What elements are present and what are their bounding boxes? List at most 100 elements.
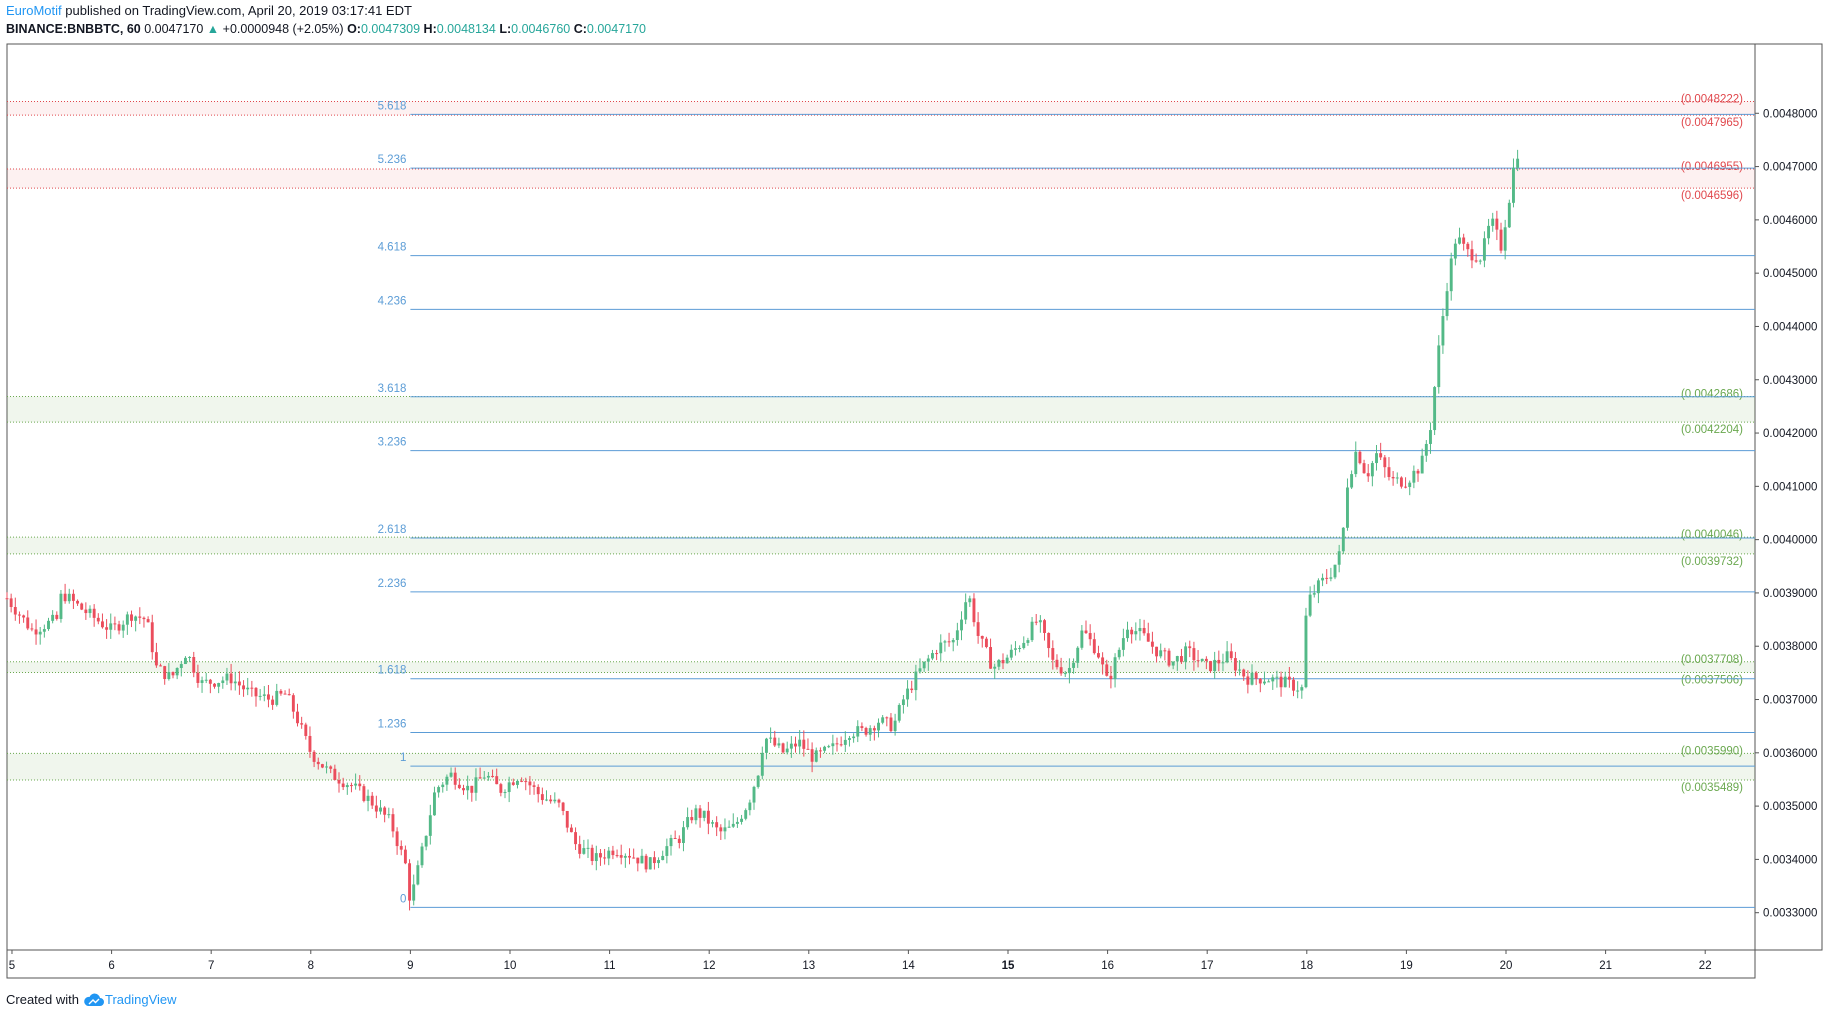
candle-up xyxy=(1063,673,1067,675)
candle-up xyxy=(275,690,279,705)
candle-down xyxy=(495,776,499,785)
footer: Created with TradingView xyxy=(6,991,177,1009)
candle-up xyxy=(1321,577,1325,581)
candle-up xyxy=(1225,651,1229,663)
candle-down xyxy=(1258,678,1262,684)
candle-down xyxy=(291,695,295,712)
candle-down xyxy=(1462,237,1466,244)
candle-up xyxy=(1420,455,1424,474)
candle-up xyxy=(1159,650,1163,657)
candle-down xyxy=(491,775,495,777)
candle-down xyxy=(1142,627,1146,634)
candle-up xyxy=(1200,658,1204,662)
zone-top-label: (0.0037708) xyxy=(1681,654,1743,666)
x-tick-label: 18 xyxy=(1300,960,1313,972)
candle-up xyxy=(1263,681,1266,684)
candle-up xyxy=(843,739,847,745)
x-tick-label: 15 xyxy=(1002,960,1015,972)
candle-up xyxy=(445,776,449,785)
candle-down xyxy=(677,838,681,844)
candle-down xyxy=(1088,633,1092,640)
candle-up xyxy=(769,737,773,739)
candle-up xyxy=(731,823,735,827)
x-tick-label: 11 xyxy=(604,960,616,972)
candle-down xyxy=(283,693,287,695)
candle-down xyxy=(1325,577,1329,579)
candle-down xyxy=(935,653,939,655)
change-arrow-icon: ▲ xyxy=(206,22,220,36)
candle-down xyxy=(92,608,96,618)
candle-up xyxy=(1312,593,1316,595)
candle-down xyxy=(980,635,984,639)
x-tick-label: 16 xyxy=(1101,960,1114,972)
candle-down xyxy=(652,857,656,864)
candle-up xyxy=(1113,657,1117,680)
y-tick-label: 0.0037000 xyxy=(1763,695,1817,707)
candle-up xyxy=(785,748,789,753)
candle-down xyxy=(250,687,254,689)
candle-up xyxy=(752,786,756,803)
candle-up xyxy=(814,750,818,762)
candle-up xyxy=(217,683,221,687)
tradingview-link[interactable]: TradingView xyxy=(83,991,177,1009)
candle-up xyxy=(437,787,441,793)
candle-down xyxy=(391,814,395,832)
candle-down xyxy=(362,786,366,801)
fib-level-label: 1 xyxy=(400,752,406,764)
candle-down xyxy=(399,846,403,850)
candle-up xyxy=(420,846,424,866)
candle-down xyxy=(1043,620,1046,633)
candle-up xyxy=(125,614,129,625)
candle-down xyxy=(557,799,561,803)
candle-down xyxy=(1034,621,1038,623)
candle-up xyxy=(1296,690,1300,692)
candle-up xyxy=(993,666,997,669)
y-tick-label: 0.0042000 xyxy=(1763,428,1817,440)
candle-down xyxy=(63,593,67,602)
candle-down xyxy=(453,772,457,785)
candle-down xyxy=(192,657,196,673)
candle-up xyxy=(640,855,644,864)
candle-down xyxy=(910,688,914,691)
candle-down xyxy=(976,622,980,636)
candle-up xyxy=(1117,649,1121,658)
candle-up xyxy=(204,679,208,681)
candle-down xyxy=(100,621,104,628)
zone-top-label: (0.0048222) xyxy=(1681,93,1743,105)
candle-down xyxy=(706,810,710,824)
candle-down xyxy=(690,817,694,821)
tradingview-brand: TradingView xyxy=(104,992,177,1007)
candle-up xyxy=(1437,345,1441,388)
zone-bottom-label: (0.0039732) xyxy=(1681,556,1743,568)
candle-up xyxy=(906,688,910,700)
zone-box xyxy=(7,753,1755,781)
candle-up xyxy=(42,629,46,632)
candle-down xyxy=(619,855,623,858)
candle-down xyxy=(1105,664,1109,676)
candle-up xyxy=(51,614,55,621)
candle-down xyxy=(1242,669,1246,677)
candle-down xyxy=(1101,657,1105,665)
candle-down xyxy=(312,751,316,762)
x-tick-label: 10 xyxy=(504,960,517,972)
author-name[interactable]: EuroMotif xyxy=(6,3,62,18)
candle-down xyxy=(171,672,175,676)
candle-down xyxy=(1416,470,1420,474)
candle-up xyxy=(246,687,250,690)
x-tick-label: 5 xyxy=(9,960,15,972)
candle-down xyxy=(300,723,304,725)
candle-up xyxy=(1453,243,1457,259)
candle-down xyxy=(296,711,299,724)
candle-up xyxy=(682,827,685,844)
candle-down xyxy=(889,717,893,732)
y-tick-label: 0.0045000 xyxy=(1763,268,1817,280)
x-tick-label: 20 xyxy=(1500,960,1513,972)
candle-down xyxy=(17,614,21,616)
candle-down xyxy=(1146,633,1150,642)
candle-down xyxy=(802,739,806,749)
candle-down xyxy=(1167,650,1171,666)
candle-down xyxy=(138,616,142,618)
zone-box xyxy=(7,168,1755,189)
candle-up xyxy=(1333,564,1337,578)
